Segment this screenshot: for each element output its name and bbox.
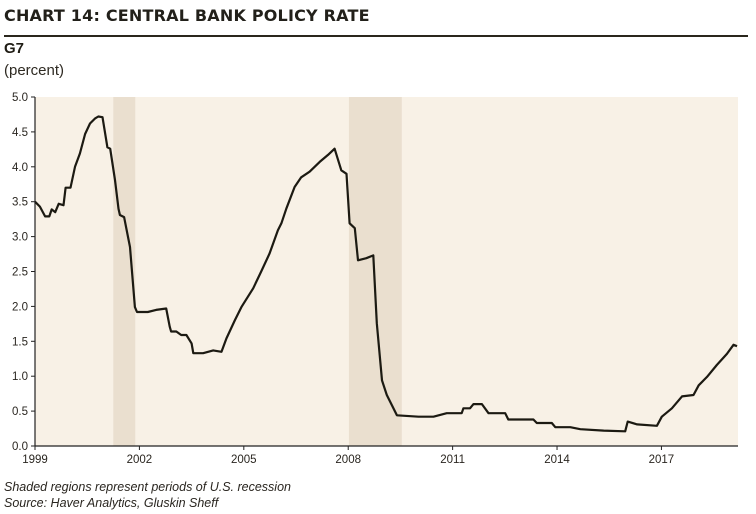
x-tick-label: 2005 [231,454,257,466]
x-tick-label: 1999 [22,454,48,466]
y-tick-label: 4.0 [12,162,28,174]
y-tick-label: 3.0 [12,232,28,244]
x-tick-label: 2011 [440,454,465,466]
title-divider [4,35,748,37]
recession-band [113,97,136,446]
recession-band [348,97,402,446]
y-tick-label: 0.0 [12,441,28,453]
recession-note: Shaded regions represent periods of U.S.… [4,480,291,494]
x-tick-label: 2014 [544,454,570,466]
y-tick-label: 5.0 [12,92,28,104]
y-tick-label: 1.0 [12,371,28,383]
series-line [34,115,738,433]
chart-subtitle: G7 [4,40,25,57]
x-tick-label: 2002 [127,454,153,466]
x-tick-label: 2008 [335,454,361,466]
y-tick-label: 4.5 [12,127,28,139]
x-tick-label: 2017 [649,454,675,466]
y-tick-label: 2.5 [12,267,28,279]
y-tick-label: 0.5 [12,406,28,418]
source-note: Source: Haver Analytics, Gluskin Sheff [4,496,219,510]
y-tick-label: 2.0 [12,301,28,313]
y-tick-label: 3.5 [12,197,28,209]
chart-title: CHART 14: CENTRAL BANK POLICY RATE [4,6,370,25]
y-tick-label: 1.5 [12,336,28,348]
y-axis-label: (percent) [4,62,65,79]
